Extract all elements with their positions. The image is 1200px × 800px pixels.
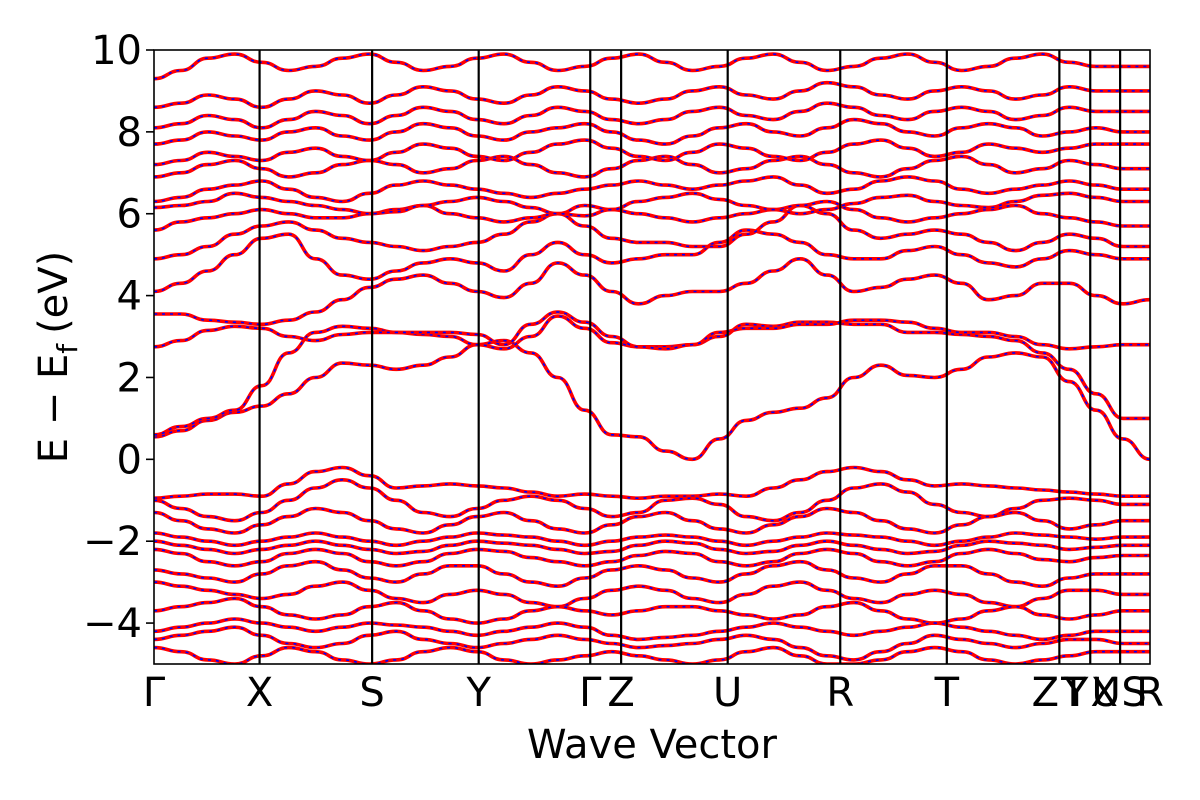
y-axis-label-main: E − E (31, 354, 77, 464)
x-tick-label: T (1060, 670, 1086, 716)
band-line (154, 203, 1150, 261)
band-line (154, 596, 1150, 625)
band-line-overlay (154, 532, 1150, 547)
y-tick-label: 4 (117, 274, 142, 320)
x-axis-ticks: Γ X S Y Γ Z U R T Z TY XU SR (143, 670, 1164, 716)
x-tick-label: R (826, 670, 854, 716)
band-line-overlay (154, 507, 1150, 534)
x-tick-label: Z (1032, 670, 1059, 716)
band-line-overlay (154, 560, 1150, 588)
bands-layer (154, 52, 1150, 664)
x-tick-label: Γ (579, 670, 602, 716)
y-tick-label: 10 (91, 28, 142, 74)
band-line-overlay (154, 466, 1150, 500)
x-tick-label: S (359, 670, 384, 716)
x-tick-label: Y (465, 670, 491, 716)
x-tick-label: Z (607, 670, 634, 716)
y-tick-label: 8 (117, 110, 142, 156)
band-line-overlay (154, 540, 1150, 555)
band-line-overlay (154, 626, 1150, 661)
band-line-overlay (154, 548, 1150, 567)
x-tick-label: Γ (143, 670, 166, 716)
band-line-overlay (154, 646, 1150, 664)
band-line-overlay (154, 139, 1150, 166)
band-line-overlay (154, 200, 1150, 231)
x-tick-label: X (1091, 670, 1118, 716)
x-tick-label: U (1091, 670, 1120, 716)
k-point-lines (258, 50, 1122, 664)
band-line-overlay (154, 311, 1150, 350)
band-line-overlay (154, 102, 1150, 129)
band-line-overlay (154, 155, 1150, 178)
x-tick-label: Y (1063, 670, 1089, 716)
band-line-overlay (154, 618, 1150, 641)
band-line (154, 559, 1150, 589)
plot-frame (153, 49, 1151, 665)
x-tick-label: R (1136, 670, 1164, 716)
band-line-overlay (154, 176, 1150, 203)
y-tick-label: 0 (117, 437, 142, 483)
y-tick-label: −2 (83, 519, 142, 565)
band-line-overlay (154, 257, 1150, 326)
band-line-overlay (154, 53, 1150, 80)
band-line-overlay (154, 581, 1150, 608)
y-axis-label-sub: f (51, 343, 84, 354)
y-axis-label-unit: (eV) (31, 251, 77, 334)
x-tick-label: X (246, 670, 273, 716)
band-line (154, 338, 1150, 462)
y-tick-label: 6 (117, 192, 142, 238)
band-line-overlay (154, 597, 1150, 624)
y-axis-ticks: −4 −2 0 2 4 6 8 10 (83, 28, 154, 647)
y-axis-label: E − Ef (eV) (31, 251, 84, 464)
band-line-overlay (154, 478, 1150, 522)
band-line (154, 617, 1150, 642)
band-line (154, 580, 1150, 609)
band-line-overlay (154, 81, 1150, 109)
x-tick-label: T (934, 670, 960, 716)
x-tick-label: U (713, 670, 742, 716)
y-tick-label: 2 (117, 355, 142, 401)
band-line-overlay (154, 229, 1150, 293)
x-axis-label: Wave Vector (527, 722, 778, 768)
band-line-overlay (154, 315, 1150, 436)
x-tick-label: S (1121, 670, 1146, 716)
band-line (154, 228, 1150, 294)
band-line-overlay (154, 339, 1150, 461)
band-line-overlay (154, 118, 1150, 145)
y-tick-label: −4 (83, 601, 142, 647)
band-line-overlay (154, 192, 1150, 217)
